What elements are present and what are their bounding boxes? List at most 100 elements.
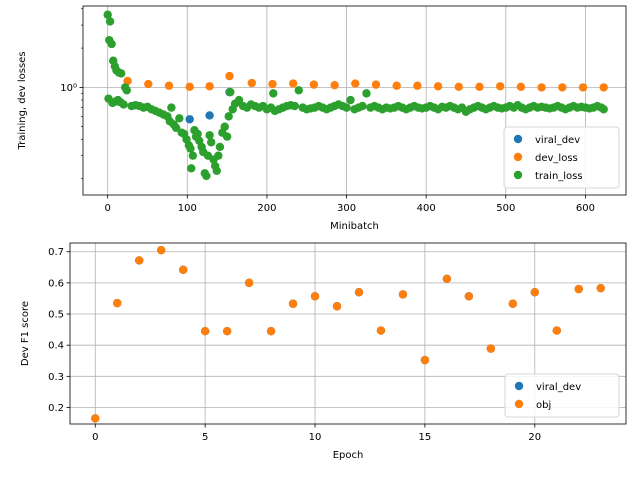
legend-label-dev_loss: dev_loss xyxy=(535,153,578,164)
y-axis-label: Dev F1 score xyxy=(20,301,31,366)
x-tick-label: 200 xyxy=(257,203,276,214)
point-train_loss xyxy=(105,17,115,26)
y-tick: 10⁰ xyxy=(60,83,83,94)
point-obj xyxy=(376,326,386,335)
legend-label-train_loss: train_loss xyxy=(535,171,583,182)
point-train_loss xyxy=(215,142,225,152)
point-train_loss xyxy=(122,86,131,95)
x-tick-label: 0 xyxy=(104,203,110,214)
point-obj xyxy=(310,292,320,301)
point-dev_loss xyxy=(144,79,153,89)
point-dev_loss xyxy=(413,81,422,90)
legend-marker-obj xyxy=(514,399,524,409)
point-train_loss xyxy=(346,95,355,105)
point-obj xyxy=(135,256,144,265)
point-train_loss xyxy=(214,151,223,160)
point-viral_dev xyxy=(185,115,194,124)
point-obj xyxy=(398,290,408,299)
point-train_loss xyxy=(220,122,229,131)
point-dev_loss xyxy=(330,80,339,90)
point-train_loss xyxy=(175,114,184,123)
y-tick-label: 0.7 xyxy=(48,247,64,258)
point-obj xyxy=(288,299,298,308)
point-obj xyxy=(530,288,539,297)
panel-loss: 0 100 200 300 400 500 600 10⁰ Minibatch Training,… xyxy=(17,5,627,232)
point-train_loss xyxy=(269,89,278,98)
point-train_loss xyxy=(212,166,221,175)
x-tick: 0 xyxy=(92,424,98,443)
point-dev_loss xyxy=(351,79,360,88)
x-tick-label: 100 xyxy=(178,203,197,214)
series-obj xyxy=(91,245,605,423)
y-tick-label: 0.5 xyxy=(48,310,64,321)
point-dev_loss xyxy=(516,82,526,92)
x-tick-label: 600 xyxy=(576,203,595,214)
point-obj xyxy=(442,274,452,284)
point-dev_loss xyxy=(475,82,484,92)
x-axis-label: Epoch xyxy=(333,450,364,461)
point-train_loss xyxy=(599,105,608,114)
point-obj xyxy=(486,344,496,353)
point-dev_loss xyxy=(185,82,194,92)
x-tick: 300 xyxy=(337,195,356,214)
point-viral_dev xyxy=(205,111,214,120)
point-dev_loss xyxy=(433,82,443,91)
point-dev_loss xyxy=(454,82,464,92)
grid xyxy=(83,6,626,195)
y-tick-label: 0.3 xyxy=(48,372,64,383)
point-train_loss xyxy=(206,138,216,147)
point-obj xyxy=(332,302,342,311)
point-dev_loss xyxy=(268,79,277,89)
point-dev_loss xyxy=(225,71,234,81)
point-obj xyxy=(222,326,232,336)
point-train_loss xyxy=(167,103,176,112)
point-obj xyxy=(178,265,188,274)
point-obj xyxy=(200,326,210,336)
point-obj xyxy=(508,299,518,308)
x-tick-label: 5 xyxy=(202,432,208,443)
y-tick-label: 0.6 xyxy=(48,278,64,289)
point-dev_loss xyxy=(392,81,401,90)
legend: viral_dev dev_loss train_loss xyxy=(503,126,620,189)
y-tick-label: 10⁰ xyxy=(60,83,77,94)
x-tick: 5 xyxy=(202,424,208,443)
point-train_loss xyxy=(105,35,114,45)
point-train_loss xyxy=(187,164,196,173)
x-tick: 20 xyxy=(528,424,541,443)
point-dev_loss xyxy=(599,83,608,92)
x-tick-label: 20 xyxy=(528,432,541,443)
x-tick: 600 xyxy=(576,195,595,214)
point-train_loss xyxy=(171,123,181,133)
point-obj xyxy=(464,292,474,301)
point-train_loss xyxy=(117,69,126,78)
x-tick-label: 400 xyxy=(417,203,436,214)
point-obj xyxy=(157,245,166,255)
x-axis-label: Minibatch xyxy=(330,221,379,232)
x-tick: 400 xyxy=(417,195,436,214)
point-dev_loss xyxy=(537,83,546,92)
point-obj xyxy=(244,278,254,288)
point-train_loss xyxy=(186,144,195,153)
point-obj xyxy=(574,284,583,294)
point-train_loss xyxy=(188,151,198,160)
point-obj xyxy=(420,355,430,365)
x-tick-label: 300 xyxy=(337,203,356,214)
legend-label-obj: obj xyxy=(536,400,551,411)
point-obj xyxy=(113,298,122,308)
x-tick: 200 xyxy=(257,195,276,214)
y-tick: 0.2 xyxy=(48,403,70,414)
legend-box xyxy=(503,126,620,189)
legend-marker-train_loss xyxy=(513,170,523,180)
point-obj xyxy=(266,326,276,336)
x-tick: 0 xyxy=(104,195,111,214)
point-dev_loss xyxy=(123,76,132,86)
legend-label-viral_dev: viral_dev xyxy=(536,382,581,393)
y-tick-label: 0.2 xyxy=(48,403,64,414)
y-tick: 0.6 xyxy=(48,278,70,289)
y-tick: 0.7 xyxy=(48,247,70,258)
point-train_loss xyxy=(342,103,351,112)
point-dev_loss xyxy=(496,82,505,91)
point-dev_loss xyxy=(288,79,298,88)
